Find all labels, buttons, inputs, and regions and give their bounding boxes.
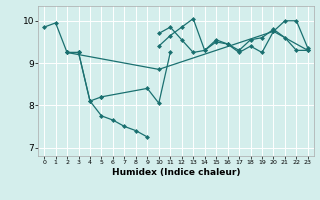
X-axis label: Humidex (Indice chaleur): Humidex (Indice chaleur) [112,168,240,177]
